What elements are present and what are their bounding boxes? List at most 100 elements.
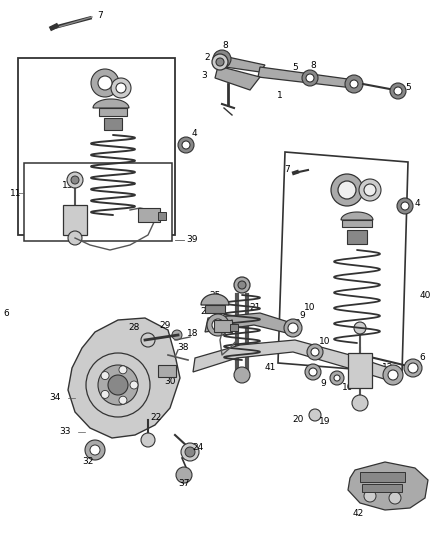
Text: 26: 26 [201,308,212,317]
Circle shape [302,70,318,86]
Circle shape [389,492,401,504]
Text: 6: 6 [3,309,9,318]
Circle shape [352,395,368,411]
Circle shape [359,179,381,201]
Bar [104,118,122,130]
Bar [230,324,238,331]
Text: 41: 41 [265,364,276,373]
Text: 7: 7 [284,166,290,174]
Bar [360,472,405,482]
Polygon shape [93,99,129,108]
Circle shape [181,443,199,461]
Text: 18: 18 [187,328,199,337]
Circle shape [111,78,131,98]
Text: 32: 32 [82,457,94,466]
Circle shape [216,58,224,66]
Bar [158,365,176,377]
Polygon shape [193,340,395,382]
Circle shape [334,375,340,381]
Circle shape [68,231,82,245]
Circle shape [306,74,314,82]
Text: 2: 2 [205,52,210,61]
Bar [362,484,402,492]
Text: 37: 37 [178,479,190,488]
Polygon shape [348,462,428,510]
Text: 38: 38 [177,343,189,352]
Text: 19: 19 [319,417,331,426]
Circle shape [350,80,358,88]
Text: 28: 28 [129,324,140,333]
Text: 6: 6 [407,369,413,378]
Circle shape [234,367,250,383]
Text: 22: 22 [150,414,162,423]
Text: 21: 21 [249,303,261,312]
Text: 10: 10 [304,303,316,311]
Text: 30: 30 [164,377,176,386]
Circle shape [98,76,112,90]
Text: 34: 34 [49,393,61,402]
Bar [342,220,372,227]
Circle shape [182,141,190,149]
Circle shape [284,319,302,337]
Text: 13: 13 [62,181,74,190]
Text: 4: 4 [192,128,198,138]
Circle shape [383,365,403,385]
Circle shape [108,375,128,395]
Circle shape [185,447,195,457]
Circle shape [90,445,100,455]
Text: 24: 24 [192,442,204,451]
Text: 9: 9 [320,378,326,387]
Text: 8: 8 [310,61,316,69]
Text: 6: 6 [419,353,425,362]
Circle shape [364,490,376,502]
Circle shape [119,366,127,374]
Circle shape [101,390,109,398]
Circle shape [390,83,406,99]
Circle shape [338,181,356,199]
Text: 12: 12 [382,364,393,373]
Text: 39: 39 [186,236,198,245]
Polygon shape [201,294,229,305]
Circle shape [311,348,319,356]
Text: 11: 11 [10,189,21,198]
Bar [138,208,160,222]
Text: 33: 33 [59,427,71,437]
Circle shape [85,440,105,460]
Text: 13: 13 [290,319,301,327]
Circle shape [307,344,323,360]
Circle shape [388,370,398,380]
Circle shape [212,54,228,70]
Text: 40: 40 [420,290,431,300]
Bar [205,305,225,313]
Circle shape [331,174,363,206]
Circle shape [354,322,366,334]
Circle shape [119,396,127,404]
Bar [158,212,166,220]
Text: 42: 42 [353,508,364,518]
Text: 1: 1 [277,91,283,100]
Circle shape [345,75,363,93]
Circle shape [67,172,83,188]
Polygon shape [258,67,355,88]
Polygon shape [68,318,180,438]
Circle shape [309,368,317,376]
Circle shape [71,176,79,184]
Circle shape [404,359,422,377]
Text: 8: 8 [222,41,228,50]
Circle shape [172,330,182,340]
Circle shape [178,137,194,153]
Text: 5: 5 [292,62,298,71]
Circle shape [234,277,250,293]
Circle shape [212,319,224,331]
Circle shape [213,50,231,68]
Circle shape [364,184,376,196]
Circle shape [141,433,155,447]
Circle shape [207,314,229,336]
Polygon shape [215,56,265,72]
Circle shape [86,353,150,417]
Bar [214,320,232,332]
Polygon shape [341,212,373,220]
Polygon shape [215,66,260,90]
Text: 5: 5 [405,84,411,93]
Text: 10: 10 [342,384,354,392]
